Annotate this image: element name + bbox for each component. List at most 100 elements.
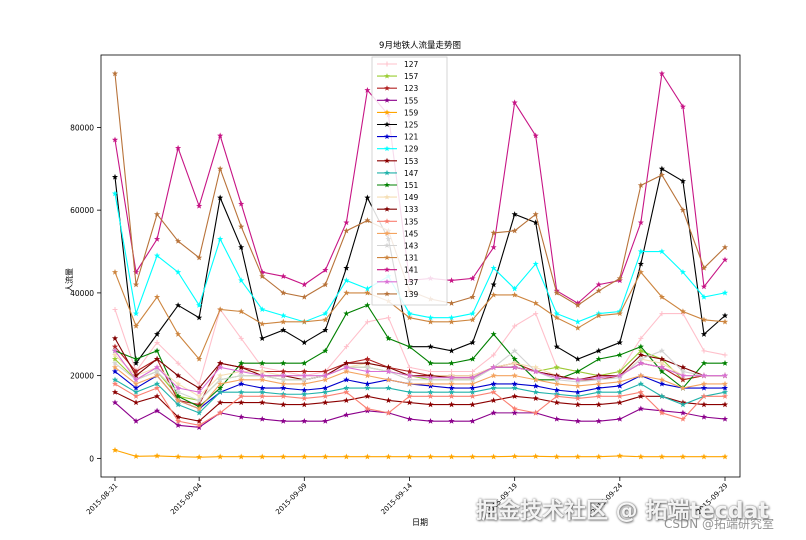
- data-point: [301, 293, 308, 300]
- data-point: [721, 244, 729, 250]
- legend-item: 137: [377, 278, 419, 287]
- data-point: [721, 388, 729, 395]
- data-point: [700, 283, 708, 290]
- data-point: [301, 376, 308, 383]
- data-point: [700, 401, 708, 408]
- data-point: [196, 314, 203, 321]
- legend-label: 153: [404, 157, 419, 166]
- data-point: [175, 422, 182, 428]
- data-point: [532, 260, 539, 267]
- data-point: [469, 401, 476, 408]
- data-point: [301, 453, 308, 460]
- data-point: [595, 347, 602, 354]
- data-point: [679, 376, 686, 383]
- data-point: [154, 380, 161, 387]
- data-point: [469, 355, 476, 362]
- y-tick-label: 40000: [70, 289, 94, 298]
- data-point: [280, 384, 287, 391]
- data-point: [469, 376, 476, 383]
- data-point: [238, 376, 245, 383]
- data-point: [364, 289, 371, 296]
- data-point: [132, 281, 140, 288]
- y-tick-label: 20000: [70, 372, 94, 381]
- data-point: [721, 384, 729, 391]
- data-point: [132, 376, 140, 383]
- data-point: [196, 409, 203, 416]
- data-point: [259, 368, 266, 375]
- data-point: [322, 368, 329, 375]
- data-point: [553, 289, 560, 296]
- data-point: [595, 453, 602, 460]
- legend-label: 125: [404, 121, 419, 130]
- data-point: [490, 291, 497, 298]
- data-point: [595, 380, 602, 387]
- data-point: [132, 322, 140, 329]
- data-point: [259, 415, 266, 422]
- data-point: [721, 415, 729, 422]
- data-point: [616, 372, 623, 379]
- data-point: [679, 269, 686, 275]
- data-point: [175, 453, 182, 460]
- data-point: [406, 314, 413, 321]
- data-point: [553, 343, 560, 350]
- data-point: [132, 453, 140, 459]
- data-point: [637, 351, 644, 358]
- data-point: [511, 364, 518, 370]
- data-point: [111, 355, 119, 362]
- legend-item: 125: [377, 121, 419, 130]
- data-point: [574, 417, 581, 424]
- data-point: [154, 252, 161, 259]
- data-point: [111, 335, 119, 341]
- data-point: [511, 360, 518, 366]
- data-point: [490, 453, 497, 460]
- data-point: [238, 368, 245, 375]
- data-point: [259, 320, 266, 327]
- data-point: [658, 347, 665, 354]
- data-point: [154, 355, 161, 362]
- legend-box: [371, 56, 448, 306]
- data-point: [385, 364, 392, 370]
- data-point: [469, 388, 476, 395]
- data-point: [217, 306, 224, 313]
- data-point: [196, 453, 203, 460]
- data-point: [111, 173, 119, 180]
- data-point: [469, 453, 476, 460]
- data-point: [658, 409, 665, 416]
- data-point: [700, 413, 708, 420]
- data-point: [490, 409, 497, 416]
- data-point: [385, 335, 392, 341]
- data-point: [448, 360, 455, 366]
- data-point: [595, 401, 602, 408]
- data-point: [280, 318, 287, 325]
- legend-marker: [384, 73, 390, 79]
- data-point: [259, 335, 266, 341]
- data-point: [322, 326, 329, 333]
- series-line: [114, 167, 726, 365]
- data-point: [700, 360, 708, 366]
- data-point: [111, 190, 119, 197]
- data-point: [616, 378, 623, 385]
- data-point: [721, 380, 729, 387]
- data-point: [364, 302, 371, 308]
- data-point: [469, 380, 476, 387]
- data-point: [658, 293, 665, 300]
- data-point: [406, 343, 413, 350]
- data-point: [532, 395, 539, 401]
- data-point: [217, 360, 224, 366]
- data-point: [574, 318, 581, 325]
- data-point: [301, 339, 308, 346]
- legend-item: 145: [377, 229, 419, 238]
- data-point: [406, 415, 413, 422]
- data-point: [511, 405, 518, 412]
- data-point: [364, 285, 371, 292]
- data-point: [511, 355, 518, 362]
- data-point: [385, 397, 392, 404]
- data-point: [238, 380, 245, 387]
- data-point: [196, 393, 203, 399]
- legend-marker: [384, 169, 390, 176]
- series-145: [111, 364, 729, 412]
- y-axis: 0 20000 40000 60000 80000: [70, 123, 101, 463]
- data-point: [217, 453, 224, 460]
- data-point: [448, 314, 455, 321]
- data-point: [553, 386, 560, 393]
